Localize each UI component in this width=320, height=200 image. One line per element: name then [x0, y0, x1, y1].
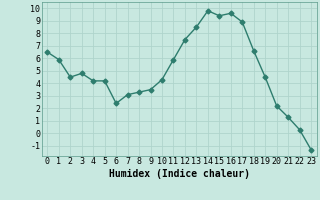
X-axis label: Humidex (Indice chaleur): Humidex (Indice chaleur) [109, 169, 250, 179]
